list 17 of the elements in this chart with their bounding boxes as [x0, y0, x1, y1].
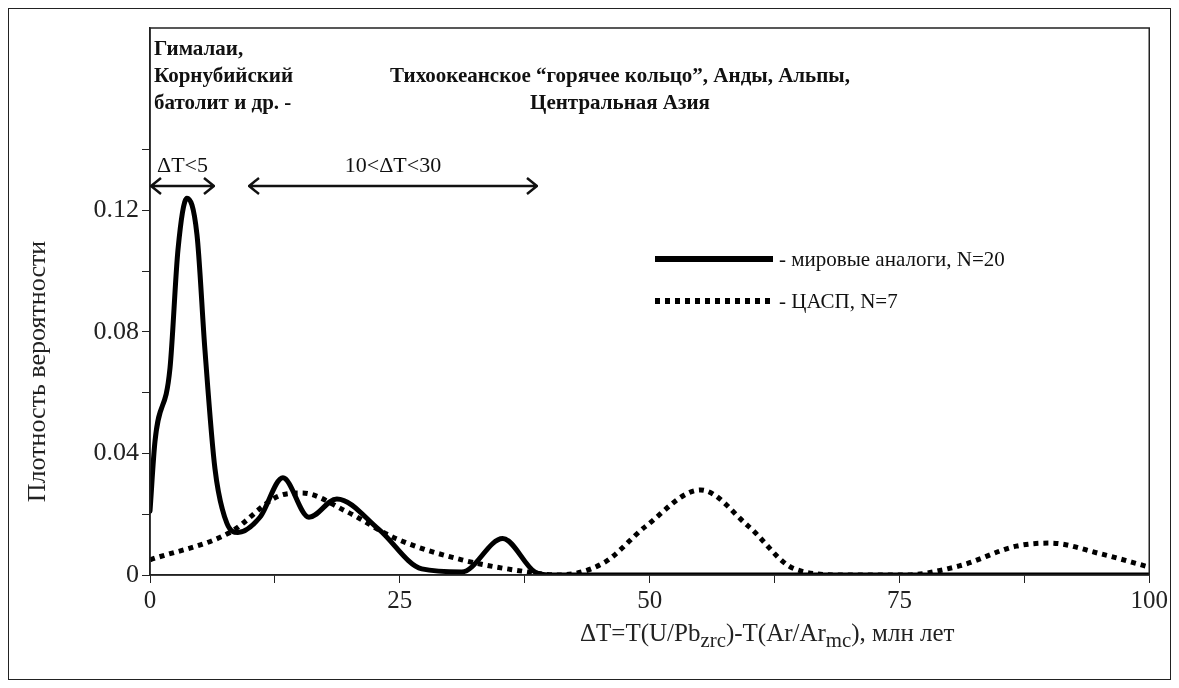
annotation: Тихоокеанское “горячее кольцо”, Анды, Альпы, Центральная Азия [390, 63, 850, 114]
x-tick-label: 100 [1130, 585, 1168, 613]
x-tick-label: 50 [637, 585, 663, 613]
x-tick-label: 25 [387, 585, 413, 613]
annotation: Гималаи, Корнубийский батолит и др. - [154, 36, 294, 114]
x-tick-label: 75 [886, 585, 912, 613]
x-tick-label: 0 [143, 585, 157, 613]
y-tick-label: 0.08 [93, 315, 139, 345]
x-axis-title: ΔT=T(U/Pb$_{zrc}$)-T(Ar/Ar$_{mc}$), млн лет [580, 619, 955, 652]
y-axis-title: Плотность вероятности [21, 240, 51, 503]
y-tick-label: 0 [126, 558, 139, 588]
legend-label: - мировые аналоги, N=20 [779, 246, 1005, 272]
y-tick-label: 0.04 [93, 437, 139, 467]
annotation: ΔT<5 [157, 152, 208, 177]
legend-label: - ЦАСП, N=7 [779, 288, 898, 314]
y-tick-label: 0.12 [93, 194, 139, 224]
annotation: 10<ΔT<30 [344, 152, 442, 177]
